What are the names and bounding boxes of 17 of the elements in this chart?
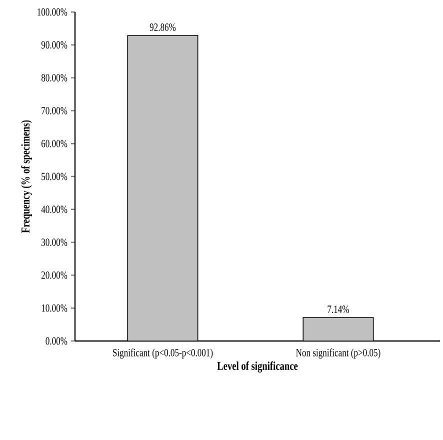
y-tick-label: 10.00% <box>42 304 68 312</box>
y-tick-label: 0.00% <box>46 337 68 345</box>
y-tick-label: 80.00% <box>41 74 68 82</box>
data-label: 7.14% <box>328 306 349 313</box>
y-axis-title: Frequency (% of specimens) <box>21 120 32 233</box>
x-tick-label: Non significant (p>0.05) <box>296 348 380 359</box>
data-label: 92.86% <box>150 24 176 31</box>
y-tick-label: 70.00% <box>42 106 68 114</box>
y-tick-label: 40.00% <box>41 206 68 214</box>
y-tick-label: 30.00% <box>42 238 68 246</box>
y-tick-label: 90.00% <box>41 41 68 49</box>
y-tick-label: 60.00% <box>42 140 68 148</box>
x-axis-title: Level of significance <box>217 361 298 372</box>
x-tick-label: Significant (p<0.05-p<0.001) <box>113 348 213 359</box>
y-tick-label: 50.00% <box>42 172 68 180</box>
y-tick-label: 100.00% <box>38 8 68 16</box>
y-tick-label: 20.00% <box>42 271 68 279</box>
